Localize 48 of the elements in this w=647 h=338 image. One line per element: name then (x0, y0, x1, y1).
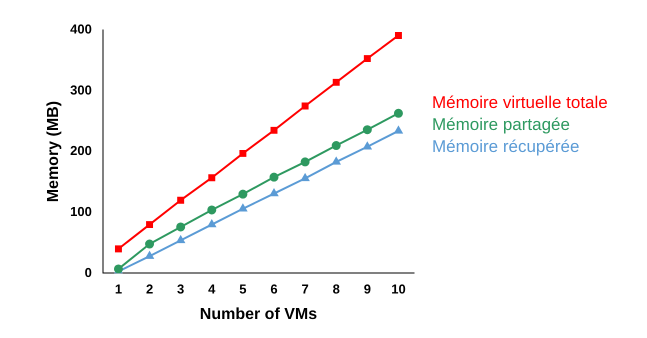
point (300, 157, 310, 166)
point (238, 204, 247, 212)
point (207, 205, 216, 214)
x-tick-label: 4 (208, 282, 216, 297)
text: Mémoire virtuelle totale (432, 92, 608, 114)
y-tick-label: 400 (70, 22, 92, 37)
point (364, 55, 371, 62)
x-tick-label: 3 (177, 282, 184, 297)
point (394, 108, 403, 118)
point (394, 32, 402, 39)
point (302, 102, 309, 110)
x-tick-label: 9 (364, 282, 371, 297)
point (114, 245, 122, 252)
x-tick-label: 7 (301, 282, 309, 297)
y-tick-label: 300 (70, 82, 92, 98)
point (363, 142, 372, 150)
x-tick-label: 5 (239, 282, 247, 297)
x-tick-label: 8 (332, 282, 340, 297)
x-axis-title: Number of VMs (200, 306, 318, 323)
x-tick-label: 2 (146, 282, 154, 297)
point (208, 174, 216, 182)
point (332, 141, 341, 150)
point (332, 157, 340, 165)
point (239, 150, 246, 157)
point (208, 220, 216, 228)
series-label: Mémoire partagée (432, 114, 571, 136)
y-tick-label: 200 (70, 143, 92, 158)
point (146, 221, 154, 228)
point (270, 126, 278, 134)
point (301, 174, 310, 182)
x-tick-label: 6 (270, 282, 278, 297)
point (238, 190, 248, 199)
point (146, 252, 154, 259)
point (145, 240, 154, 249)
point (394, 126, 402, 134)
y-tick-label: 100 (70, 204, 92, 219)
point (177, 196, 184, 204)
y-axis-title: Memory (MB) (45, 100, 62, 202)
point (270, 189, 278, 196)
point (270, 172, 278, 182)
x-tick-label: 1 (114, 282, 122, 297)
y-tick-label: 0 (84, 264, 92, 280)
point (176, 236, 185, 244)
series-label: Mémoire récupérée (432, 136, 580, 158)
point (332, 78, 340, 86)
point (362, 125, 372, 134)
point (176, 222, 186, 232)
x-tick-label: 10 (391, 282, 406, 297)
